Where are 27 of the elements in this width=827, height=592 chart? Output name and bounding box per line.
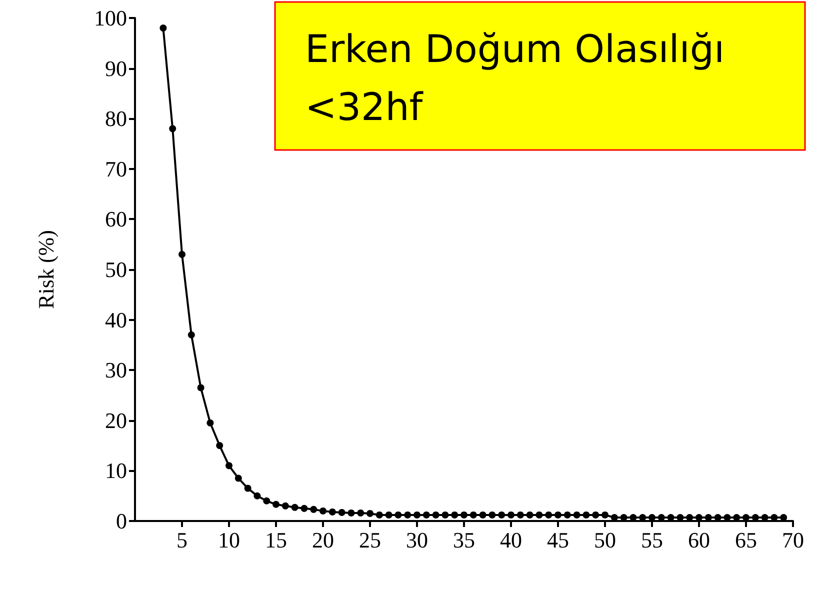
x-tick-label: 35 — [453, 528, 475, 552]
y-tick-label: 100 — [94, 6, 127, 30]
x-tick-label: 10 — [218, 528, 240, 552]
y-tick-label: 50 — [105, 257, 127, 282]
x-tick-label: 20 — [312, 528, 334, 552]
x-tick-label: 15 — [265, 528, 287, 552]
y-tick-label: 30 — [105, 358, 127, 383]
x-tick-label: 70 — [782, 528, 804, 552]
x-tick-label: 65 — [735, 528, 757, 552]
x-tick-label: 25 — [359, 528, 381, 552]
x-tick-label: 5 — [176, 528, 188, 552]
x-tick-label: 50 — [594, 528, 616, 552]
x-tick-label: 60 — [688, 528, 710, 552]
y-tick-label: 10 — [105, 458, 127, 484]
x-tick-label: 30 — [406, 528, 428, 552]
y-tick-label: 20 — [105, 408, 127, 433]
x-tick-label: 55 — [641, 528, 663, 552]
x-tick-label: 45 — [547, 528, 569, 552]
text: Erken Doğum Olasılığı <32hf — [305, 27, 725, 129]
y-tick-label: 70 — [105, 156, 127, 182]
y-tick-label: 60 — [105, 206, 127, 232]
y-axis-title: Risk (%) — [34, 230, 58, 309]
x-tick-label: 40 — [500, 528, 522, 552]
y-tick-label: 40 — [105, 307, 127, 332]
y-tick-label: 0 — [116, 508, 127, 534]
y-tick-label: 90 — [105, 56, 127, 81]
y-tick-label: 80 — [105, 106, 127, 132]
